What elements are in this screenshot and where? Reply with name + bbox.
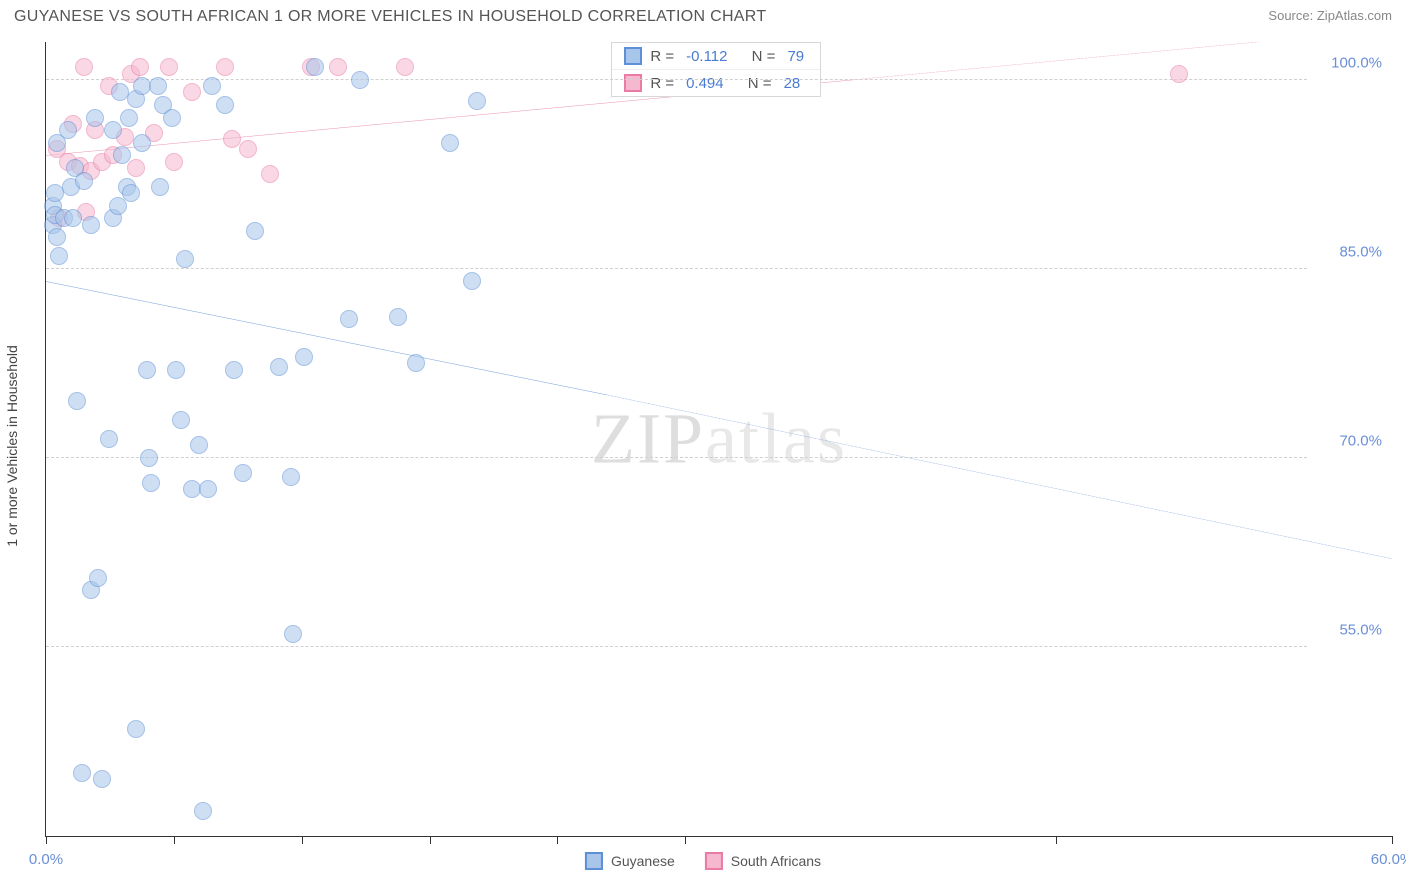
chart-title: GUYANESE VS SOUTH AFRICAN 1 OR MORE VEHI… [14,8,766,26]
legend-row-south-african: R = 0.494 N = 28 [612,70,820,96]
data-point-guyanese [407,354,425,372]
data-point-guyanese [199,480,217,498]
gridline [46,268,1307,269]
data-point-guyanese [270,358,288,376]
data-point-guyanese [82,216,100,234]
data-point-guyanese [284,625,302,643]
data-point-south-african [261,165,279,183]
data-point-guyanese [216,96,234,114]
data-point-south-african [239,140,257,158]
y-tick-label: 55.0% [1339,621,1382,638]
gridline [46,457,1307,458]
swatch-guyanese-bottom [585,852,603,870]
legend-item-south-african: South Africans [705,852,821,870]
data-point-guyanese [113,146,131,164]
chart-area: ZIPatlas R = -0.112 N = 79 R = 0.494 N =… [45,42,1392,837]
data-point-south-african [329,58,347,76]
y-tick-label: 70.0% [1339,432,1382,449]
data-point-guyanese [389,308,407,326]
data-point-guyanese [172,411,190,429]
data-point-guyanese [64,209,82,227]
data-point-guyanese [89,569,107,587]
data-point-guyanese [59,121,77,139]
data-point-guyanese [340,310,358,328]
correlation-legend: R = -0.112 N = 79 R = 0.494 N = 28 [611,42,821,97]
trendlines [46,42,1392,836]
x-tick-label: 60.0% [1371,851,1406,868]
data-point-guyanese [133,134,151,152]
data-point-guyanese [140,449,158,467]
data-point-south-african [75,58,93,76]
data-point-guyanese [246,222,264,240]
x-tick [302,836,303,844]
data-point-guyanese [149,77,167,95]
data-point-guyanese [282,468,300,486]
data-point-guyanese [203,77,221,95]
x-tick [1056,836,1057,844]
data-point-south-african [131,58,149,76]
data-point-south-african [216,58,234,76]
data-point-guyanese [138,361,156,379]
data-point-guyanese [463,272,481,290]
data-point-guyanese [50,247,68,265]
legend-item-guyanese: Guyanese [585,852,675,870]
data-point-guyanese [234,464,252,482]
data-point-guyanese [142,474,160,492]
data-point-guyanese [306,58,324,76]
data-point-guyanese [468,92,486,110]
gridline [46,646,1307,647]
swatch-south-african [624,74,642,92]
data-point-guyanese [48,228,66,246]
data-point-guyanese [75,172,93,190]
data-point-guyanese [100,430,118,448]
data-point-guyanese [225,361,243,379]
data-point-guyanese [194,802,212,820]
x-tick [557,836,558,844]
data-point-guyanese [163,109,181,127]
data-point-south-african [165,153,183,171]
y-axis-label: 1 or more Vehicles in Household [4,345,20,547]
legend-row-guyanese: R = -0.112 N = 79 [612,43,820,70]
data-point-guyanese [73,764,91,782]
gridline [46,79,1307,80]
x-tick [1392,836,1393,844]
data-point-guyanese [120,109,138,127]
watermark: ZIPatlas [591,398,847,481]
data-point-south-african [160,58,178,76]
data-point-guyanese [151,178,169,196]
x-tick [46,836,47,844]
data-point-south-african [127,159,145,177]
swatch-south-african-bottom [705,852,723,870]
data-point-south-african [1170,65,1188,83]
y-tick-label: 85.0% [1339,243,1382,260]
data-point-guyanese [167,361,185,379]
data-point-guyanese [127,720,145,738]
data-point-guyanese [190,436,208,454]
chart-source: Source: ZipAtlas.com [1268,8,1392,23]
data-point-south-african [183,83,201,101]
data-point-guyanese [104,121,122,139]
data-point-guyanese [68,392,86,410]
data-point-guyanese [351,71,369,89]
x-tick-label: 0.0% [29,851,63,868]
y-tick-label: 100.0% [1331,54,1382,71]
data-point-guyanese [93,770,111,788]
x-tick [174,836,175,844]
data-point-guyanese [122,184,140,202]
data-point-guyanese [295,348,313,366]
swatch-guyanese [624,47,642,65]
x-tick [685,836,686,844]
data-point-guyanese [441,134,459,152]
data-point-guyanese [86,109,104,127]
series-legend: Guyanese South Africans [585,852,821,870]
data-point-south-african [396,58,414,76]
data-point-guyanese [176,250,194,268]
x-tick [430,836,431,844]
